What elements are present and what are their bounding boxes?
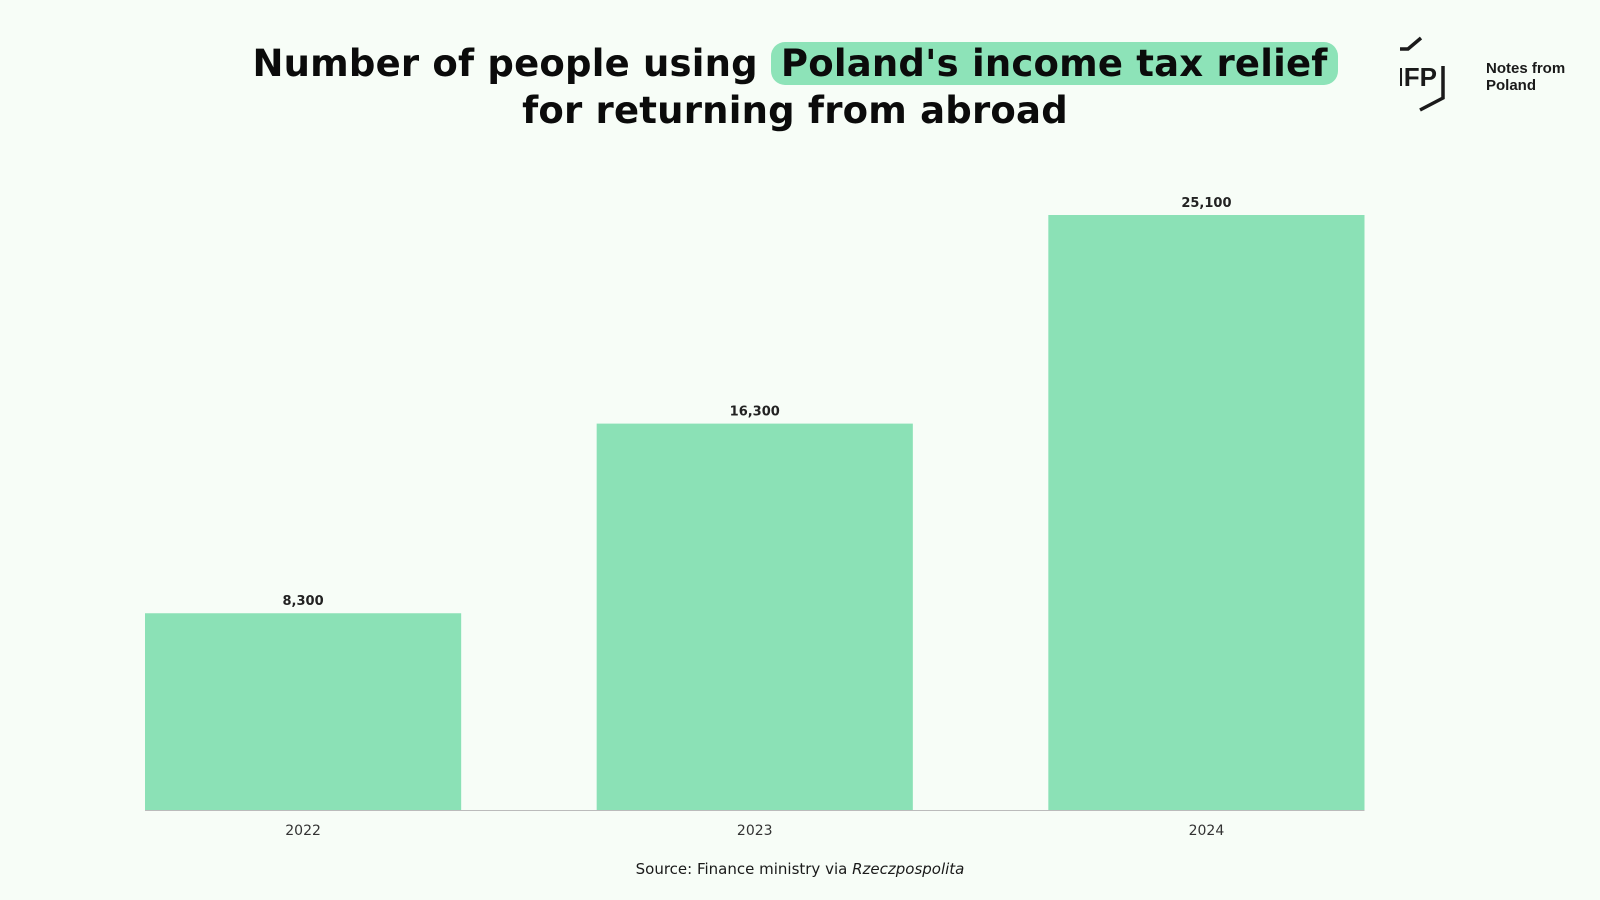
chart-title: Number of people using Poland's income t… [200,40,1390,134]
x-tick-label-2023: 2023 [737,823,773,839]
value-label-2022: 8,300 [283,594,324,609]
source-prefix: Source: Finance ministry via [635,860,853,878]
title-text-end: for returning from abroad [522,89,1068,132]
value-label-2023: 16,300 [730,405,780,420]
bar-2024 [1048,215,1365,810]
source-note: Source: Finance ministry via Rzeczpospol… [0,860,1600,878]
title-highlight: Poland's income tax relief [770,42,1338,85]
logo-mark-text: NFP [1400,62,1437,92]
nfp-logo-icon: NFP [1400,36,1445,112]
logo-line-1: Notes from [1486,60,1566,77]
x-tick-label-2022: 2022 [285,823,321,839]
bar-2022 [145,613,462,810]
source-publication: Rzeczpospolita [852,860,965,878]
logo-wordmark: Notes from Poland [1486,60,1565,94]
value-label-2024: 25,100 [1181,196,1231,211]
x-tick-label-2024: 2024 [1189,823,1225,839]
logo-line-2: Poland [1486,77,1537,94]
bar-2023 [596,423,913,810]
title-text-start: Number of people using [252,42,771,85]
